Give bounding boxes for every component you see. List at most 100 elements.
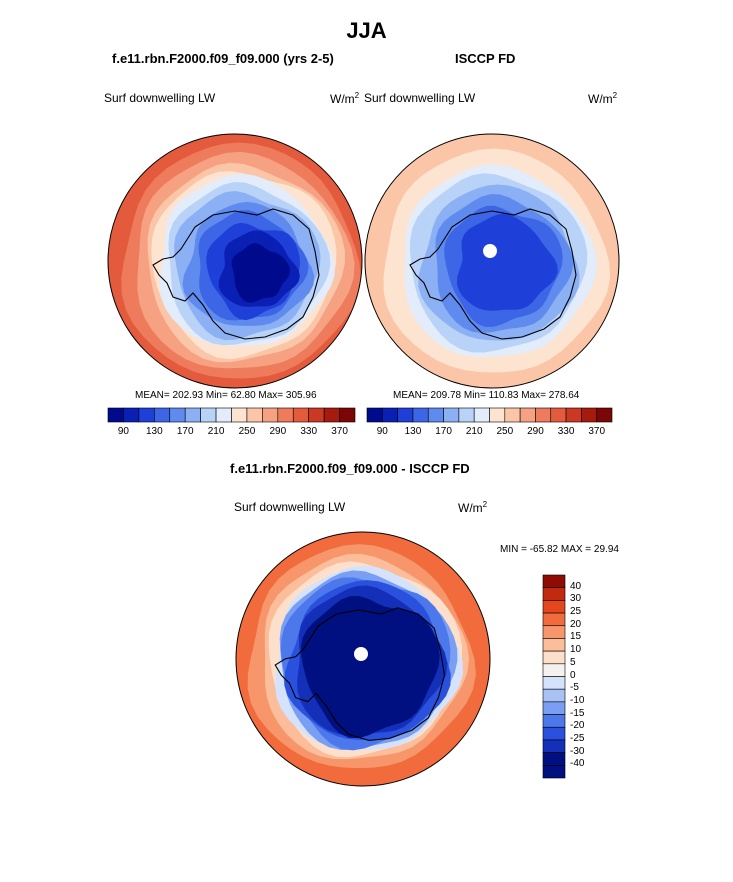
panel3-map bbox=[235, 531, 491, 787]
panel3-colorbar-swatch-15 bbox=[542, 765, 566, 779]
panel2-contour-band-6 bbox=[457, 213, 558, 311]
panel1-colorbar-swatch-12 bbox=[292, 407, 309, 423]
panel2-colorbar bbox=[366, 407, 613, 423]
panel1-title: f.e11.rbn.F2000.f09_f09.000 (yrs 2-5) bbox=[112, 51, 334, 66]
panel2-colorbar-tick-label: 290 bbox=[527, 426, 544, 437]
panel2-colorbar-swatch-9 bbox=[504, 407, 521, 423]
panel1-colorbar-swatch-5 bbox=[184, 407, 201, 423]
panel2-colorbar-tick-label: 250 bbox=[496, 426, 514, 437]
panel2-colorbar-tick-label: 210 bbox=[465, 426, 483, 437]
panel3-colorbar-swatch-2 bbox=[542, 600, 566, 614]
panel1-colorbar-swatch-4 bbox=[169, 407, 186, 423]
panel3-colorbar-tick-label: -25 bbox=[570, 732, 585, 744]
panel2-colorbar-swatch-14 bbox=[581, 407, 597, 423]
panel1-colorbar-tick-label: 370 bbox=[331, 426, 348, 437]
panel2-colorbar-swatch-4 bbox=[427, 407, 444, 423]
panel3-colorbar-swatch-6 bbox=[542, 650, 566, 665]
panel1-colorbar-swatch-8 bbox=[231, 407, 248, 423]
panel1-contour-band-11 bbox=[231, 243, 290, 303]
panel1-map-boundary bbox=[107, 133, 363, 389]
panel2-colorbar-swatch-13 bbox=[565, 407, 582, 423]
panel1-colorbar-swatch-9 bbox=[246, 407, 263, 423]
panel3-coastline bbox=[274, 607, 446, 741]
panel2-colorbar-swatch-15 bbox=[596, 407, 613, 423]
panel3-colorbar-tick-label: 25 bbox=[570, 606, 582, 618]
panel2-colorbar-tick-label: 130 bbox=[404, 426, 422, 437]
panel3-colorbar-tick-label: -40 bbox=[570, 758, 585, 770]
panel3-colorbar-swatch-11 bbox=[542, 714, 566, 728]
panel2-colorbar-swatch-5 bbox=[443, 407, 460, 423]
panel3-colorbar-swatch-4 bbox=[542, 625, 566, 639]
panel1-variable-label: Surf downwelling LW bbox=[104, 91, 216, 105]
panel2-coastline bbox=[409, 208, 577, 340]
panel2-colorbar-swatch-11 bbox=[535, 407, 552, 423]
panel3-colorbar-swatch-1 bbox=[542, 587, 566, 601]
panel3-colorbar-tick-label: -30 bbox=[570, 745, 585, 757]
panel3-colorbar-tick-label: 5 bbox=[570, 656, 576, 668]
panel1-colorbar-tick-label: 290 bbox=[269, 426, 287, 437]
panel2-title: ISCCP FD bbox=[455, 51, 516, 66]
panel2-colorbar-swatch-1 bbox=[382, 407, 398, 423]
panel3-colorbar-tick-label: 15 bbox=[570, 631, 582, 643]
panel2-missing-data-pole bbox=[483, 244, 497, 258]
panel1-units: W/m2 bbox=[330, 91, 360, 106]
panel3-colorbar-tick-label: 0 bbox=[570, 669, 576, 681]
panel3-colorbar-swatch-10 bbox=[542, 701, 566, 715]
panel3-colorbar-swatch-8 bbox=[542, 676, 566, 690]
panel3-map-boundary bbox=[235, 531, 491, 787]
panel3-colorbar-tick-label: -15 bbox=[570, 707, 585, 719]
panel1-colorbar-tick-label: 90 bbox=[117, 426, 129, 437]
panel1-map bbox=[107, 133, 363, 389]
panel2-colorbar-swatch-3 bbox=[412, 407, 429, 423]
panel1-colorbar-tick-label: 210 bbox=[207, 426, 225, 437]
panel3-colorbar-tick-label: -5 bbox=[570, 682, 579, 694]
panel2-units: W/m2 bbox=[588, 91, 618, 106]
panel2-colorbar-swatch-2 bbox=[397, 407, 414, 423]
panel3-units: W/m2 bbox=[458, 500, 488, 515]
panel1-colorbar-swatch-6 bbox=[200, 407, 217, 423]
panel1-colorbar-swatch-11 bbox=[277, 407, 294, 423]
panel3-missing-data-pole bbox=[354, 647, 368, 661]
panel1-colorbar-swatch-14 bbox=[323, 407, 340, 423]
panel3-colorbar-swatch-13 bbox=[542, 739, 566, 753]
panel1-coastline bbox=[152, 208, 320, 340]
panel3-contour-band-8 bbox=[300, 596, 440, 738]
panel1-colorbar-tick-label: 330 bbox=[300, 426, 318, 437]
panel2-colorbar-tick-label: 330 bbox=[557, 426, 575, 437]
panel3-contour-fill bbox=[236, 532, 490, 786]
panel3-colorbar-swatch-5 bbox=[542, 638, 566, 652]
panel3-colorbar-tick-label: 30 bbox=[570, 593, 582, 605]
panel1-contour-fill bbox=[108, 134, 362, 388]
panel3-colorbar-swatch-12 bbox=[542, 726, 566, 741]
panel3-variable-label: Surf downwelling LW bbox=[234, 500, 346, 514]
panel3-title: f.e11.rbn.F2000.f09_f09.000 - ISCCP FD bbox=[230, 461, 470, 476]
panel1-colorbar-swatch-7 bbox=[215, 407, 232, 423]
panel1-colorbar-tick-label: 130 bbox=[145, 426, 163, 437]
panel2-map bbox=[364, 133, 620, 389]
panel2-colorbar-swatch-6 bbox=[458, 407, 475, 423]
panel3-colorbar-swatch-3 bbox=[542, 612, 566, 627]
panel1-colorbar-tick-label: 250 bbox=[238, 426, 256, 437]
panel3-colorbar-swatch-7 bbox=[542, 663, 566, 677]
panel1-stats: MEAN= 202.93 Min= 62.80 Max= 305.96 bbox=[135, 390, 317, 401]
panel2-contour-fill bbox=[365, 134, 619, 388]
panel1-colorbar-swatch-13 bbox=[308, 407, 325, 423]
panel2-variable-label: Surf downwelling LW bbox=[364, 91, 476, 105]
panel2-colorbar-swatch-8 bbox=[489, 407, 506, 423]
panel1-colorbar-tick-label: 170 bbox=[176, 426, 194, 437]
panel2-stats: MEAN= 209.78 Min= 110.83 Max= 278.64 bbox=[393, 390, 580, 401]
panel1-colorbar-swatch-15 bbox=[339, 407, 356, 423]
panel2-map-boundary bbox=[364, 133, 620, 389]
panel1-colorbar-swatch-2 bbox=[138, 407, 155, 423]
panel3-colorbar-tick-label: 20 bbox=[570, 618, 582, 630]
panel3-colorbar-swatch-0 bbox=[542, 574, 566, 588]
panel1-colorbar-swatch-3 bbox=[154, 407, 171, 423]
panel1-colorbar-swatch-0 bbox=[107, 407, 124, 423]
panel1-colorbar-swatch-1 bbox=[123, 407, 140, 423]
panel2-colorbar-tick-label: 170 bbox=[435, 426, 452, 437]
panel3-colorbar-swatch-9 bbox=[542, 688, 566, 703]
main-title: JJA bbox=[346, 18, 387, 43]
panel3-stats: MIN = -65.82 MAX = 29.94 bbox=[500, 544, 619, 555]
panel3-colorbar-tick-label: -10 bbox=[570, 694, 585, 706]
panel3-colorbar-tick-label: -20 bbox=[570, 720, 585, 732]
